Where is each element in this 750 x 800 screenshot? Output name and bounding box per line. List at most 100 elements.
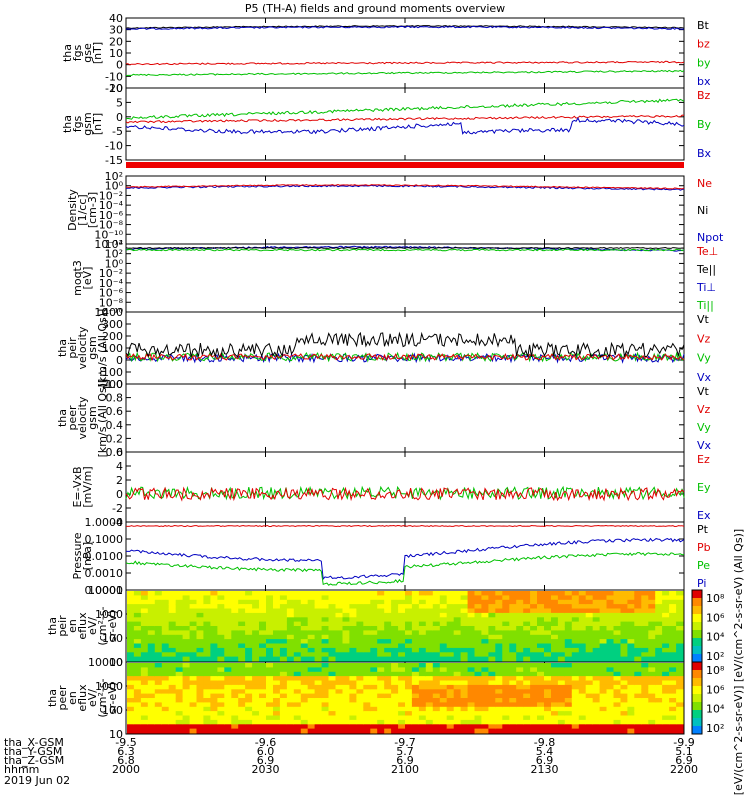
spec-cell [356,689,364,695]
spec-cell [245,630,253,636]
spec-cell [175,684,184,690]
spec-cell [564,591,573,596]
spec-cell [307,715,316,721]
spec-cell [335,656,343,662]
spec-cell [551,689,559,695]
spec-cell [189,643,198,649]
spec-cell [516,604,524,610]
spec-cell [551,728,559,734]
spec-cell [432,671,441,677]
xaxis-tick-label: 5.4 [536,745,554,758]
spec-cell [509,595,517,601]
spec-cell [196,671,204,677]
spec-cell [488,667,496,673]
spec-cell [439,626,448,631]
spec-cell [460,608,469,614]
spec-cell [432,715,441,721]
trace-vt [125,331,685,359]
spec-cell [154,591,163,596]
spec-cell [210,647,218,653]
spec-cell [418,634,427,640]
spec-cell [495,667,503,673]
xaxis-tick-label: -9.9 [673,736,694,749]
spec-cell [509,639,517,645]
spec-cell [411,706,420,712]
spec-cell [411,671,420,677]
spec-cell [662,630,670,636]
spec-cell [321,652,330,658]
spec-cell [474,667,482,673]
spec-cell [460,671,469,677]
spec-cell [467,663,476,668]
spec-cell [189,663,198,668]
spec-cell [585,617,594,623]
spec-cell [189,612,198,618]
spec-cell [238,724,246,730]
ytick-label: 10 [109,656,123,669]
spec-cell [592,667,601,673]
ylabel-line: [1/cc] [76,194,89,225]
spec-cell [495,599,503,605]
spec-cell [495,719,503,725]
spec-cell [391,680,399,686]
spec-cell [224,604,232,610]
spec-cell [259,667,267,673]
spec-cell [516,724,524,730]
spec-cell [432,706,441,712]
ytick-label: 10000 [88,584,123,597]
spec-cell [279,711,288,717]
spec-cell [314,724,323,730]
spec-cell [342,617,350,623]
spec-cell [266,680,274,686]
spec-cell [495,647,503,653]
spec-cell [627,656,635,662]
spec-cell [474,724,482,730]
spec-cell [384,630,392,636]
colorbar-tick: 10² [706,650,724,663]
spec-cell [641,595,649,601]
spec-cell [182,621,191,627]
spec-cell [405,612,413,618]
spec-cell [411,647,420,653]
spec-cell [182,724,191,730]
spec-cell [453,689,462,695]
spec-cell [446,724,455,730]
legend-bx: Bx [697,147,712,160]
spec-cell [245,689,253,695]
legend-pb: Pb [697,541,711,554]
spec-cell [391,706,399,712]
spec-cell [286,676,295,682]
spec-cell [502,621,510,627]
spec-cell [620,604,628,610]
spec-cell [578,652,587,658]
spec-cell [655,689,663,695]
spec-cell [460,663,469,668]
ylabel-line: [km/s (All Qs)] [96,309,109,388]
spec-cell [398,652,406,658]
spec-cell [161,689,170,695]
ytick-label: 10000 [88,656,123,669]
colorbar-cell [692,694,702,703]
ytick-label: 10 [109,82,123,95]
spec-cell [592,728,601,734]
spec-cell [356,663,364,668]
spec-cell [217,684,225,690]
spec-cell [557,599,566,605]
spec-cell [293,599,302,605]
spec-cell [252,626,260,631]
spec-cell [523,684,531,690]
ylabel-line: velocity [76,326,89,369]
spec-cell [398,634,406,640]
spec-cell [474,693,482,699]
spec-cell [398,612,406,618]
spec-cell [460,595,469,601]
legend-vt: Vt [697,313,710,326]
spec-cell [474,608,482,614]
spec-cell [474,621,482,627]
spec-cell [564,702,573,708]
spec-cell [293,652,302,658]
spec-cell [391,604,399,610]
spec-cell [245,647,253,653]
spec-cell [453,702,462,708]
spec-cell [175,656,184,662]
